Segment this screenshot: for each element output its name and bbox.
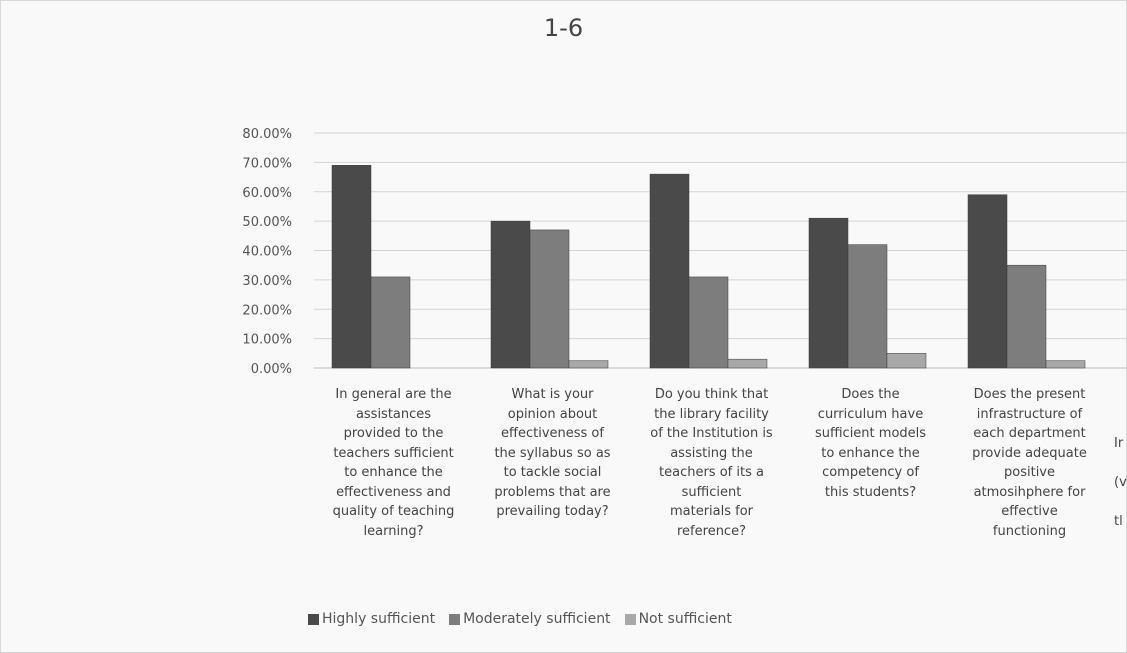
legend-label: Moderately sufficient (463, 611, 611, 627)
bar (370, 276, 411, 369)
y-tick-label: 40.00% (242, 245, 292, 260)
bar (727, 358, 768, 369)
bar (331, 165, 372, 369)
y-tick-label: 20.00% (242, 303, 292, 318)
x-category-label-line: opinion about (507, 406, 598, 422)
x-category-label-line: learning? (363, 523, 424, 539)
bar (649, 173, 690, 369)
x-category-label: What is your opinion about effectiveness o… (465, 385, 640, 522)
x-category-label-cutoff-line: Ir (1114, 436, 1124, 451)
bar (808, 217, 849, 369)
bar (688, 276, 729, 369)
legend-swatch (624, 613, 636, 625)
x-category-label-line: atmosihphere for (973, 484, 1086, 500)
x-category-label-line: provided to the (343, 426, 444, 441)
x-category-label-line: problems that are (494, 484, 611, 500)
x-category-label-line: each department (973, 426, 1086, 441)
y-tick-label: 10.00% (242, 333, 292, 348)
x-category-label-line: Does the present (973, 387, 1086, 402)
x-category-label-line: the library facility (654, 406, 769, 422)
x-category-label-cutoff-line: (v (1114, 475, 1127, 490)
legend-swatch (449, 613, 461, 625)
x-category-label-line: materials for (669, 504, 754, 519)
x-category-label: Does the present infrastructure of each de… (942, 385, 1117, 541)
x-category-label-line: the syllabus so as (494, 445, 611, 461)
x-category-label-line: assisting the (670, 445, 753, 461)
x-category-label-line: curriculum have (817, 406, 924, 422)
y-tick-label: 70.00% (242, 156, 292, 171)
legend: Highly sufficient Moderately sufficient No… (308, 611, 732, 627)
y-tick-label: 0.00% (251, 362, 292, 377)
y-tick-label: 50.00% (242, 215, 292, 230)
x-category-label-line: this students? (824, 484, 917, 500)
legend-item: Highly sufficient (308, 611, 435, 627)
x-category-label-line: to tackle social (503, 465, 602, 480)
x-category-label-line: sufficient (681, 484, 742, 500)
x-category-label-line: What is your (511, 387, 594, 402)
y-tick-label: 30.00% (242, 274, 292, 289)
x-category-label-line: sufficient models (814, 426, 927, 441)
x-category-label-line: effective (1001, 504, 1058, 519)
bar (529, 229, 570, 369)
x-category-label-line: infrastructure of (976, 406, 1083, 422)
x-category-label-cutoff: Ir (v tl (1114, 424, 1127, 541)
x-category-label-line: effectiveness of (501, 426, 604, 441)
x-category-label-line: functioning (992, 523, 1067, 539)
legend-label: Highly sufficient (322, 611, 436, 627)
x-category-label-line: In general are the (335, 387, 452, 402)
legend-item: Moderately sufficient (449, 611, 611, 627)
bar (568, 360, 609, 369)
x-category-label: Does the curriculum have sufficient models… (783, 385, 958, 502)
x-category-label: In general are the assistances provided to… (306, 385, 481, 541)
x-category-label-line: reference? (677, 523, 746, 539)
x-category-label-line: teachers sufficient (333, 445, 454, 461)
legend-swatch (308, 613, 319, 625)
x-category-label-line: provide adequate (972, 445, 1087, 461)
y-tick-label: 60.00% (242, 186, 292, 201)
x-category-label-cutoff-line: tl (1114, 514, 1123, 529)
chart-title: 1-6 (543, 14, 584, 42)
x-category-label-line: Does the (841, 387, 900, 402)
x-category-label-line: prevailing today? (496, 504, 609, 519)
bar (847, 244, 888, 369)
x-category-label-line: to enhance the (821, 445, 920, 461)
bar (1045, 360, 1086, 369)
x-category-label-line: positive (1004, 465, 1055, 480)
x-category-label-line: to enhance the (344, 465, 443, 480)
bar (886, 353, 927, 369)
bar (967, 194, 1008, 369)
bar (1006, 264, 1047, 369)
x-category-label-line: of the Institution is (650, 426, 773, 441)
bar (490, 220, 531, 369)
x-category-label: Do you think that the library facility of … (624, 385, 799, 541)
y-tick-label: 80.00% (242, 127, 292, 142)
x-category-label-line: Do you think that (654, 387, 769, 402)
x-category-label-line: quality of teaching (332, 504, 455, 519)
x-category-label-line: effectiveness and (336, 484, 451, 500)
x-category-label-line: assistances (355, 406, 432, 422)
legend-item: Not sufficient (624, 611, 732, 627)
legend-label: Not sufficient (638, 611, 732, 627)
x-category-label-line: teachers of its a (659, 465, 764, 480)
x-category-label-line: competency of (822, 465, 919, 480)
